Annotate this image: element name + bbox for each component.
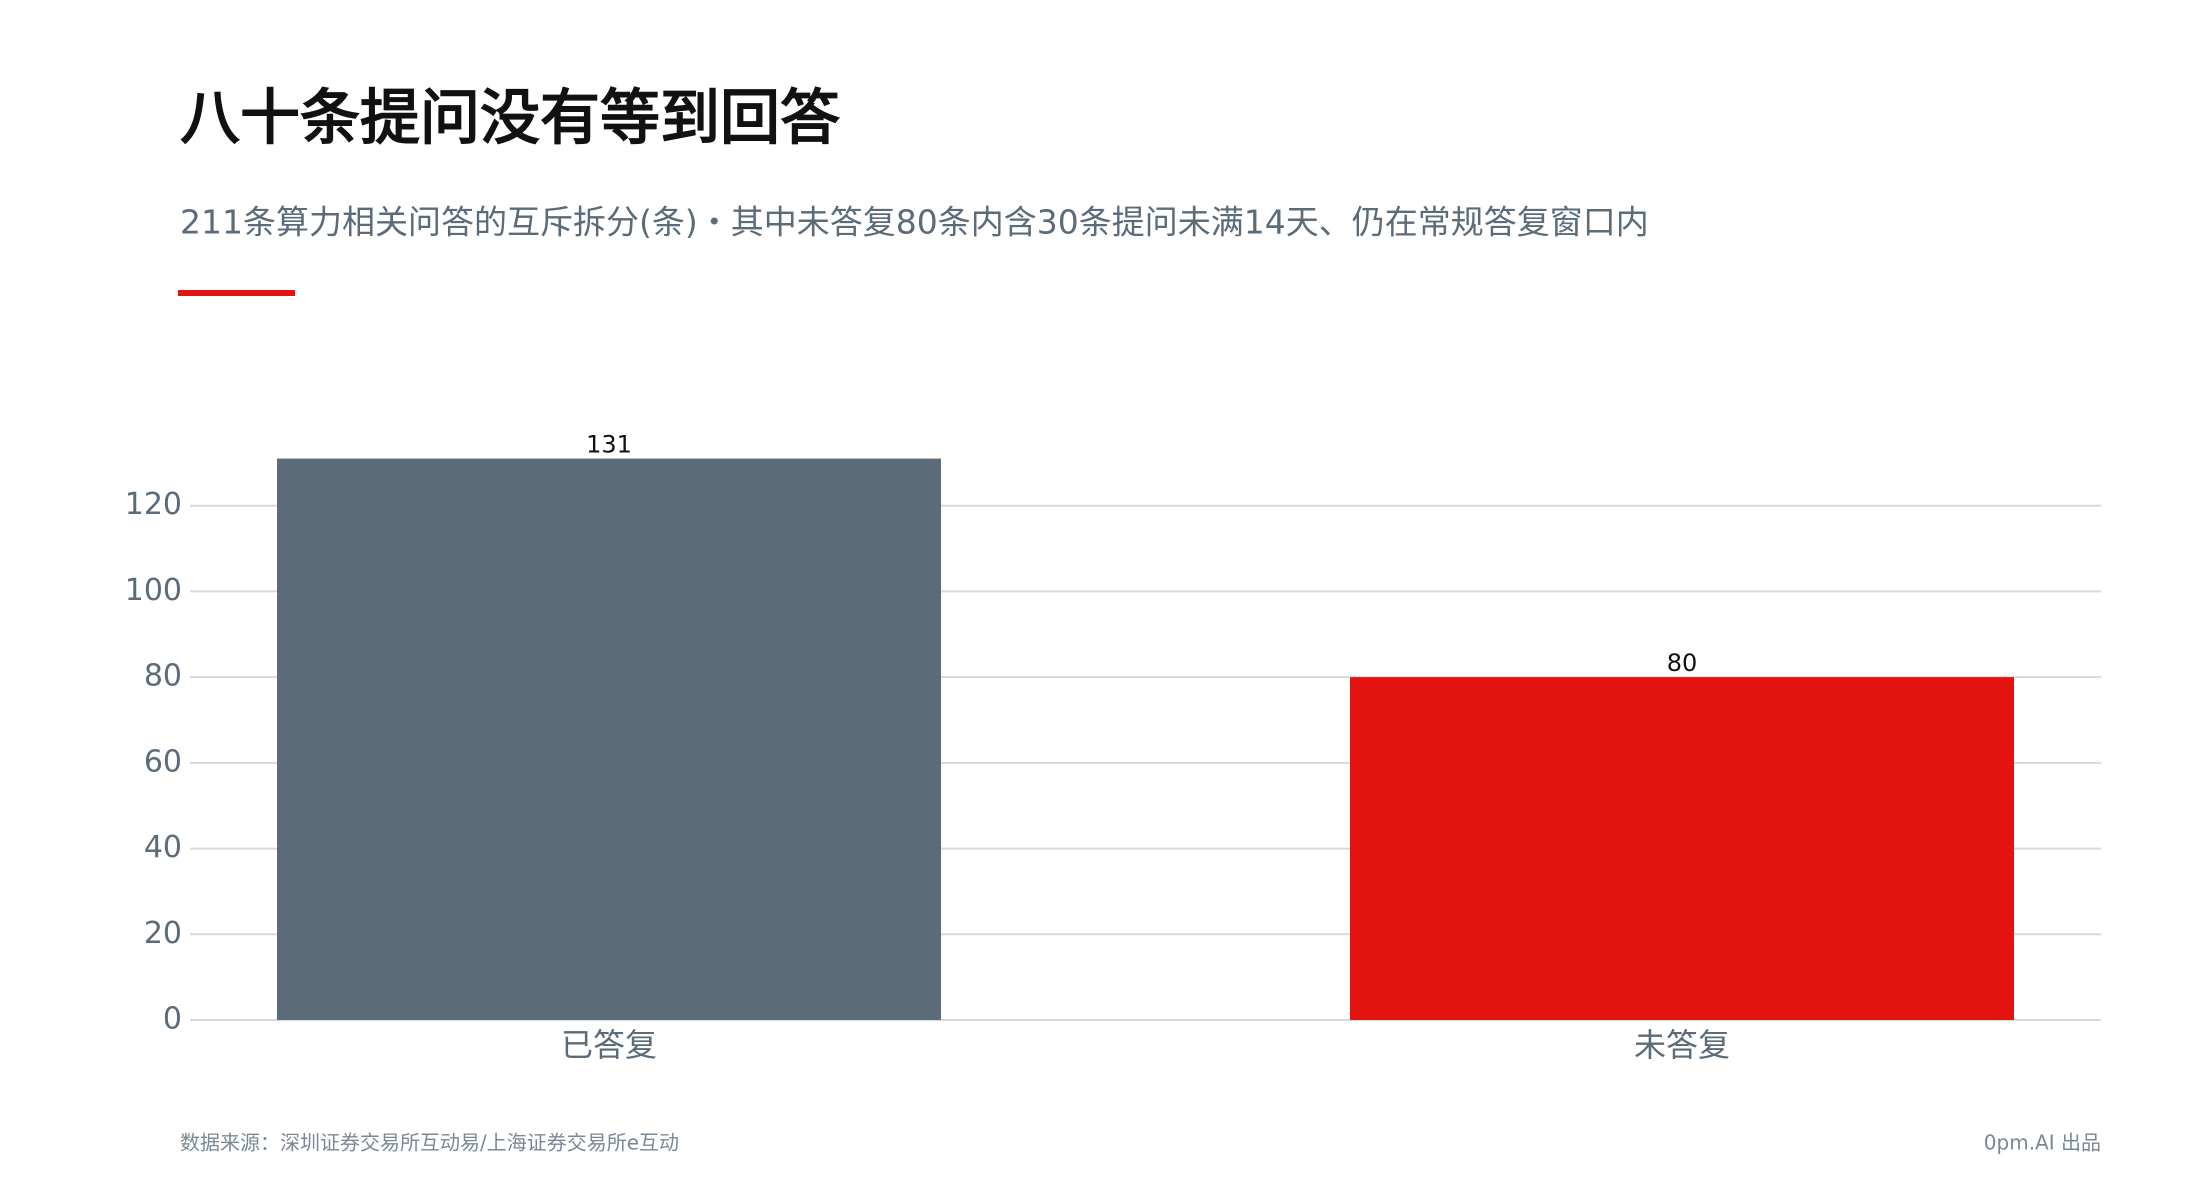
x-tick-label: 已答复 xyxy=(561,1026,657,1064)
bar xyxy=(277,458,941,1021)
chart-subtitle: 211条算力相关问答的互斥拆分(条)・其中未答复80条内含30条提问未满14天、… xyxy=(180,203,1649,242)
y-tick-label: 40 xyxy=(144,830,182,865)
y-tick-label: 100 xyxy=(125,573,182,608)
x-tick-label: 未答复 xyxy=(1634,1026,1730,1064)
y-tick-label: 120 xyxy=(125,487,182,522)
y-tick-label: 60 xyxy=(144,744,182,779)
y-tick-label: 80 xyxy=(144,659,182,694)
chart-title: 八十条提问没有等到回答 xyxy=(180,84,841,154)
data-label: 80 xyxy=(1667,649,1698,677)
source-note: 数据来源：深圳证券交易所互动易/上海证券交易所e互动 xyxy=(180,1131,679,1155)
accent-rule xyxy=(178,290,295,296)
data-label: 131 xyxy=(586,431,632,459)
y-tick-label: 20 xyxy=(144,916,182,951)
bar xyxy=(1350,677,2014,1020)
credit-note: 0pm.AI 出品 xyxy=(1984,1131,2101,1155)
y-tick-label: 0 xyxy=(163,1002,182,1037)
